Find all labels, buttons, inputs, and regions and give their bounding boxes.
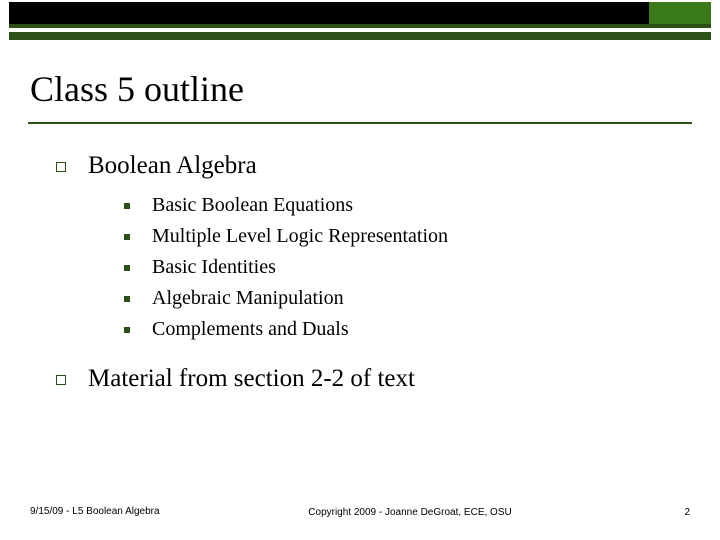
outline-subitem-text: Multiple Level Logic Representation [152, 225, 448, 248]
outline-sublist: Basic Boolean Equations Multiple Level L… [124, 194, 690, 341]
outline-subitem: Basic Identities [124, 256, 690, 279]
slide-content: Class 5 outline Boolean Algebra Basic Bo… [30, 68, 690, 419]
outline-subitem: Algebraic Manipulation [124, 287, 690, 310]
hollow-square-bullet-icon [56, 162, 66, 172]
title-underline [28, 122, 692, 124]
header-green-accent [649, 2, 711, 24]
outline-item-text: Boolean Algebra [88, 152, 257, 180]
outline-item: Boolean Algebra [56, 152, 690, 180]
outline-subitem-text: Basic Identities [152, 256, 276, 279]
hollow-square-bullet-icon [56, 375, 66, 385]
outline-list: Boolean Algebra Basic Boolean Equations … [56, 152, 690, 393]
footer-copyright: Copyright 2009 - Joanne DeGroat, ECE, OS… [170, 507, 650, 518]
filled-square-bullet-icon [124, 265, 130, 271]
header-black-stripe [9, 2, 711, 24]
slide-title: Class 5 outline [30, 68, 690, 110]
header-green-thin [9, 24, 711, 28]
outline-subitem: Multiple Level Logic Representation [124, 225, 690, 248]
filled-square-bullet-icon [124, 203, 130, 209]
outline-subitem-text: Basic Boolean Equations [152, 194, 353, 217]
outline-subitem: Basic Boolean Equations [124, 194, 690, 217]
outline-subitem: Complements and Duals [124, 318, 690, 341]
filled-square-bullet-icon [124, 234, 130, 240]
outline-subitem-text: Algebraic Manipulation [152, 287, 344, 310]
outline-subitem-text: Complements and Duals [152, 318, 349, 341]
filled-square-bullet-icon [124, 327, 130, 333]
outline-item: Material from section 2-2 of text [56, 365, 690, 393]
outline-item-text: Material from section 2-2 of text [88, 365, 415, 393]
decorative-header-bar [0, 0, 720, 44]
header-green-thick [9, 32, 711, 40]
filled-square-bullet-icon [124, 296, 130, 302]
footer-page-number: 2 [650, 507, 690, 518]
footer-date-title: 9/15/09 - L5 Boolean Algebra [30, 505, 170, 518]
slide-footer: 9/15/09 - L5 Boolean Algebra Copyright 2… [30, 505, 690, 518]
